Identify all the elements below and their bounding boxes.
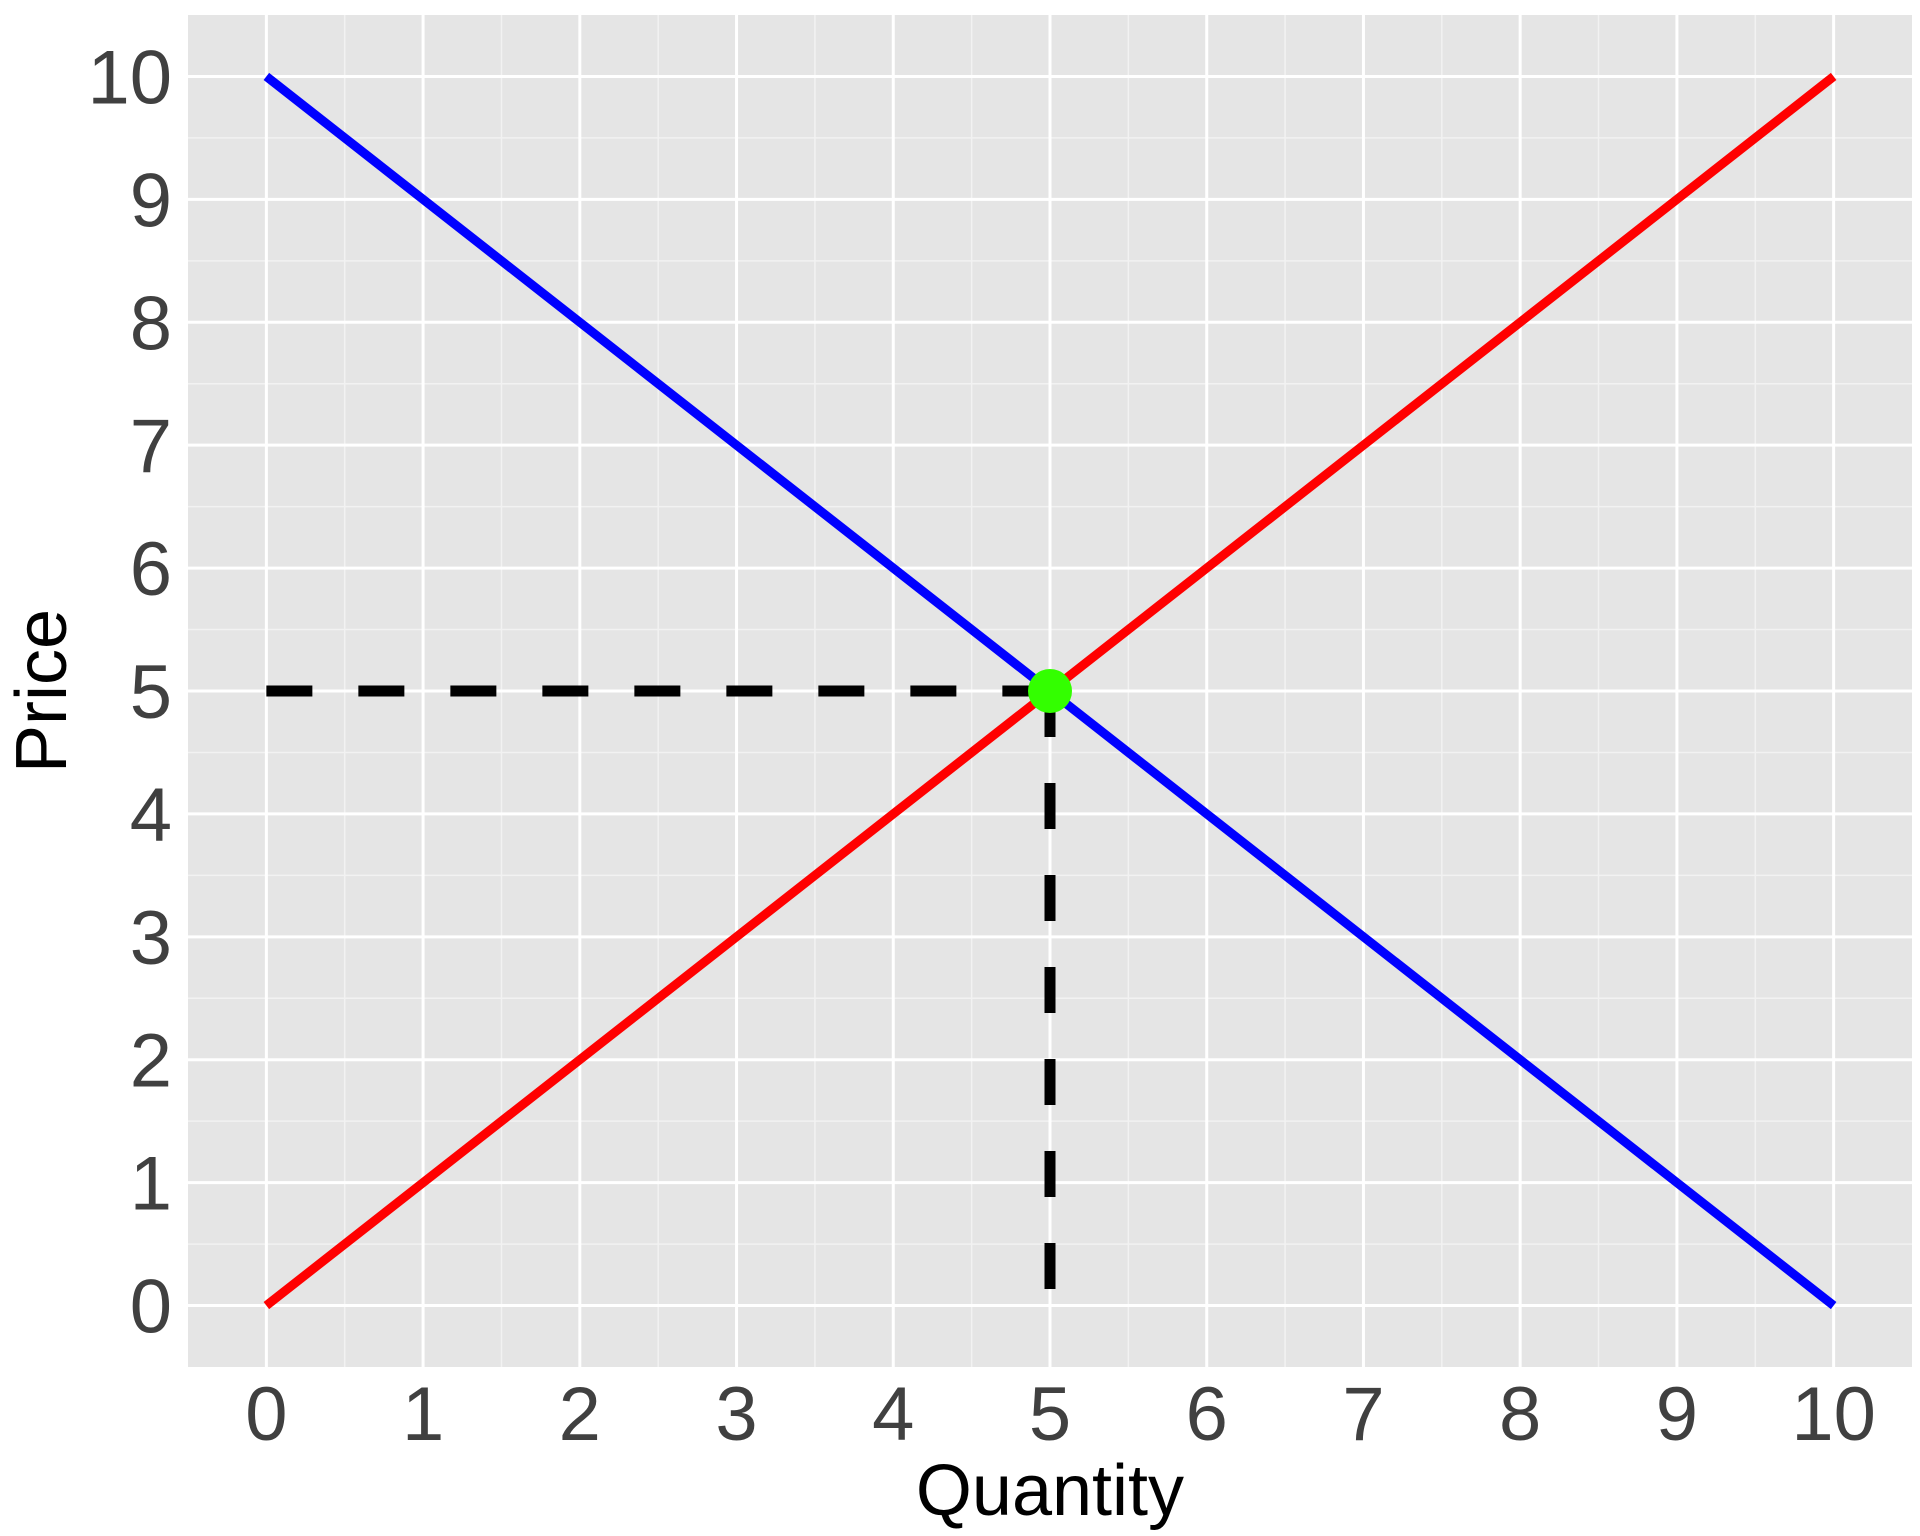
x-tick-label: 7 <box>1342 1372 1384 1457</box>
y-tick-label: 7 <box>130 404 172 489</box>
y-tick-labels: 0 1 2 3 4 5 6 7 8 9 10 <box>87 35 172 1349</box>
x-axis-title: Quantity <box>916 1451 1184 1531</box>
x-tick-label: 2 <box>559 1372 601 1457</box>
y-tick-label: 1 <box>130 1142 172 1227</box>
y-tick-label: 0 <box>130 1265 172 1350</box>
x-tick-label: 4 <box>872 1372 914 1457</box>
y-tick-label: 2 <box>130 1019 172 1104</box>
points <box>1028 669 1072 713</box>
y-tick-label: 8 <box>130 281 172 366</box>
major-gridlines <box>188 15 1912 1367</box>
intersection-point <box>1028 669 1072 713</box>
x-tick-label: 8 <box>1499 1372 1541 1457</box>
y-tick-label: 9 <box>130 158 172 243</box>
x-tick-label: 5 <box>1029 1372 1071 1457</box>
x-tick-label: 6 <box>1186 1372 1228 1457</box>
x-tick-labels: 0 1 2 3 4 5 6 7 8 9 10 <box>245 1372 1876 1457</box>
y-tick-label: 10 <box>87 35 172 120</box>
x-tick-label: 1 <box>402 1372 444 1457</box>
y-tick-label: 3 <box>130 896 172 981</box>
x-tick-label: 0 <box>245 1372 287 1457</box>
y-axis-title: Price <box>2 609 82 773</box>
x-tick-label: 3 <box>715 1372 757 1457</box>
x-tick-label: 9 <box>1656 1372 1698 1457</box>
x-tick-label: 10 <box>1791 1372 1876 1457</box>
y-tick-label: 5 <box>130 650 172 735</box>
reference-lines <box>266 685 1056 1306</box>
y-tick-label: 4 <box>130 773 172 858</box>
y-tick-label: 6 <box>130 527 172 612</box>
